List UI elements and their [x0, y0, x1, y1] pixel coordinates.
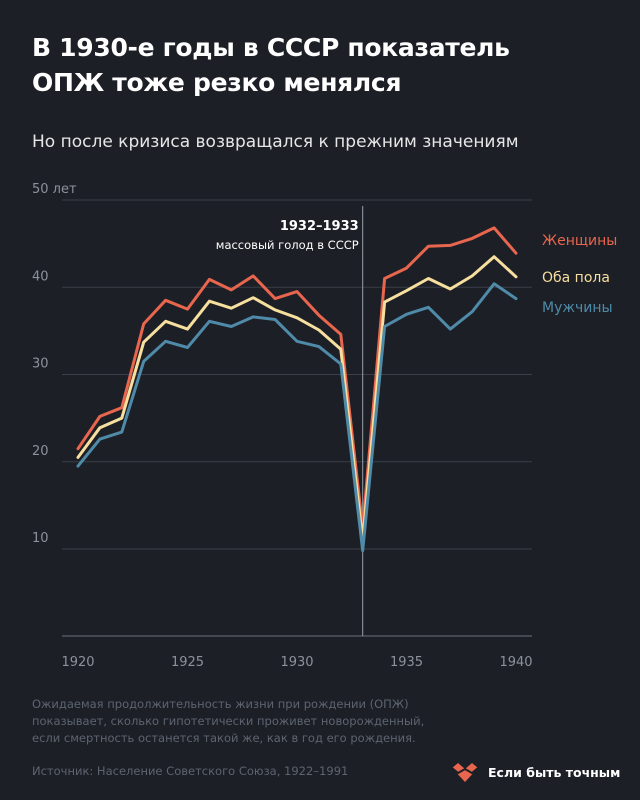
y-tick-label-10: 10	[32, 531, 49, 546]
y-tick-label-40: 40	[32, 269, 49, 284]
legend-item-1: Женщины	[542, 233, 617, 249]
heart-logo-icon	[451, 763, 479, 782]
annotation-label: массовый голод в СССР	[216, 238, 359, 252]
series-line-3	[76, 282, 518, 553]
famine-annotation: 1932–1933 массовый голод в СССР	[216, 206, 364, 636]
series-line-2	[76, 255, 518, 542]
x-tick-label-1935: 1935	[390, 655, 423, 670]
source-text: Источник: Население Советского Союза, 19…	[32, 764, 349, 778]
brand-label: Если быть точным	[488, 764, 621, 780]
series-lines	[76, 226, 518, 553]
grid-lines	[62, 199, 532, 637]
x-tick-label-1940: 1940	[499, 655, 532, 670]
chart-title: В 1930-е годы в СССР показатель ОПЖ тоже…	[32, 30, 622, 100]
x-tick-label-1930: 1930	[280, 655, 313, 670]
x-tick-label-1920: 1920	[61, 655, 94, 670]
footnote-line-2: показывает, сколько гипотетически прожив…	[32, 714, 425, 728]
footnote-line-3: если смертность останется такой же, как …	[32, 731, 416, 745]
legend-item-3: Мужчины	[542, 300, 613, 316]
annotation-title: 1932–1933	[280, 219, 359, 234]
y-axis-tick-labels: 10 20 30 40 50 лет	[32, 182, 77, 546]
chart-subtitle: Но после кризиса возвращался к прежним з…	[32, 132, 519, 152]
line-chart: 10 20 30 40 50 лет 1920 1925 1930 1935 1940 1932…	[32, 182, 617, 670]
x-tick-label-1925: 1925	[171, 655, 204, 670]
footnote-line-1: Ожидаемая продолжительность жизни при ро…	[32, 697, 409, 711]
y-tick-label-30: 30	[32, 357, 49, 372]
title-line-2: ОПЖ тоже резко менялся	[32, 68, 402, 97]
title-line-1: В 1930-е годы в СССР показатель	[32, 33, 510, 62]
footnote: Ожидаемая продолжительность жизни при ро…	[32, 696, 452, 747]
y-tick-label-50: 50 лет	[32, 182, 77, 197]
legend-item-2: Оба пола	[542, 270, 610, 286]
y-tick-label-20: 20	[32, 444, 49, 459]
legend: Женщины Оба пола Мужчины	[542, 233, 617, 316]
brand: Если быть точным	[450, 760, 620, 784]
series-line-1	[76, 226, 518, 530]
x-axis-tick-labels: 1920 1925 1930 1935 1940	[61, 655, 532, 670]
